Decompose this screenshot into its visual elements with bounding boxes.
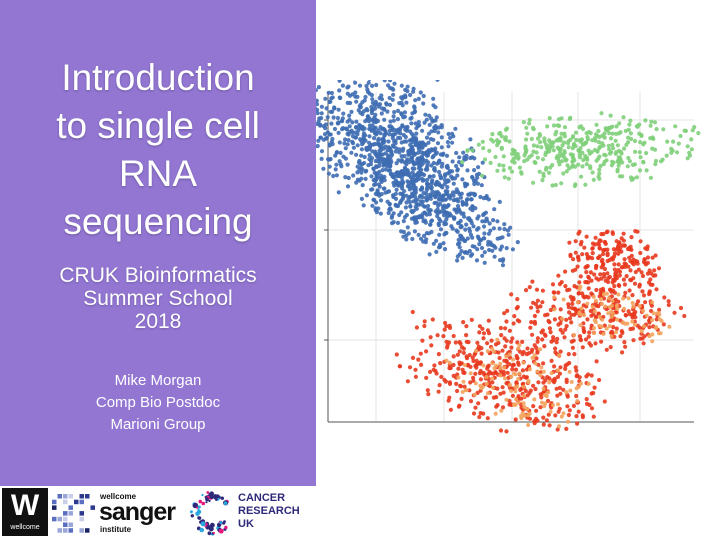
title-line: to single cell <box>56 105 260 146</box>
title-line: RNA <box>118 153 198 194</box>
logo-strip: W wellcome wellcome sanger institute CAN… <box>0 486 316 540</box>
sanger-wordmark: sanger <box>99 498 176 526</box>
title-line: Introduction <box>61 57 255 98</box>
slide-title: Introduction to single cell RNA sequenci… <box>0 54 316 246</box>
title-line: sequencing <box>63 201 253 242</box>
sanger-top-text: wellcome <box>100 492 137 501</box>
wellcome-w-glyph: W <box>10 489 40 522</box>
author-name: Mike Morgan <box>114 372 202 389</box>
tsne-scatter-illustration <box>316 80 701 434</box>
subtitle-line: CRUK Bioinformatics <box>59 264 257 287</box>
author-group: Marioni Group <box>110 416 206 433</box>
cruk-line: UK <box>238 518 254 530</box>
author-block: Mike Morgan Comp Bio Postdoc Marioni Gro… <box>0 370 316 436</box>
cruk-wordmark: CANCER RESEARCH UK <box>238 492 300 531</box>
wellcome-logo: W wellcome <box>2 488 48 536</box>
cell-points <box>316 80 701 434</box>
cruk-line: CANCER <box>238 492 286 504</box>
slide-subtitle: CRUK Bioinformatics Summer School 2018 <box>0 264 316 333</box>
cruk-line: RESEARCH <box>238 505 300 517</box>
title-panel: Introduction to single cell RNA sequenci… <box>0 0 316 540</box>
subtitle-line: Summer School <box>83 287 233 310</box>
sanger-bottom-text: institute <box>100 525 132 534</box>
sanger-mosaic-icon <box>52 494 95 533</box>
author-role: Comp Bio Postdoc <box>95 394 221 411</box>
wellcome-wordmark: wellcome <box>10 524 40 531</box>
cruk-dotted-c-icon <box>190 491 229 536</box>
subtitle-line: 2018 <box>134 310 182 333</box>
